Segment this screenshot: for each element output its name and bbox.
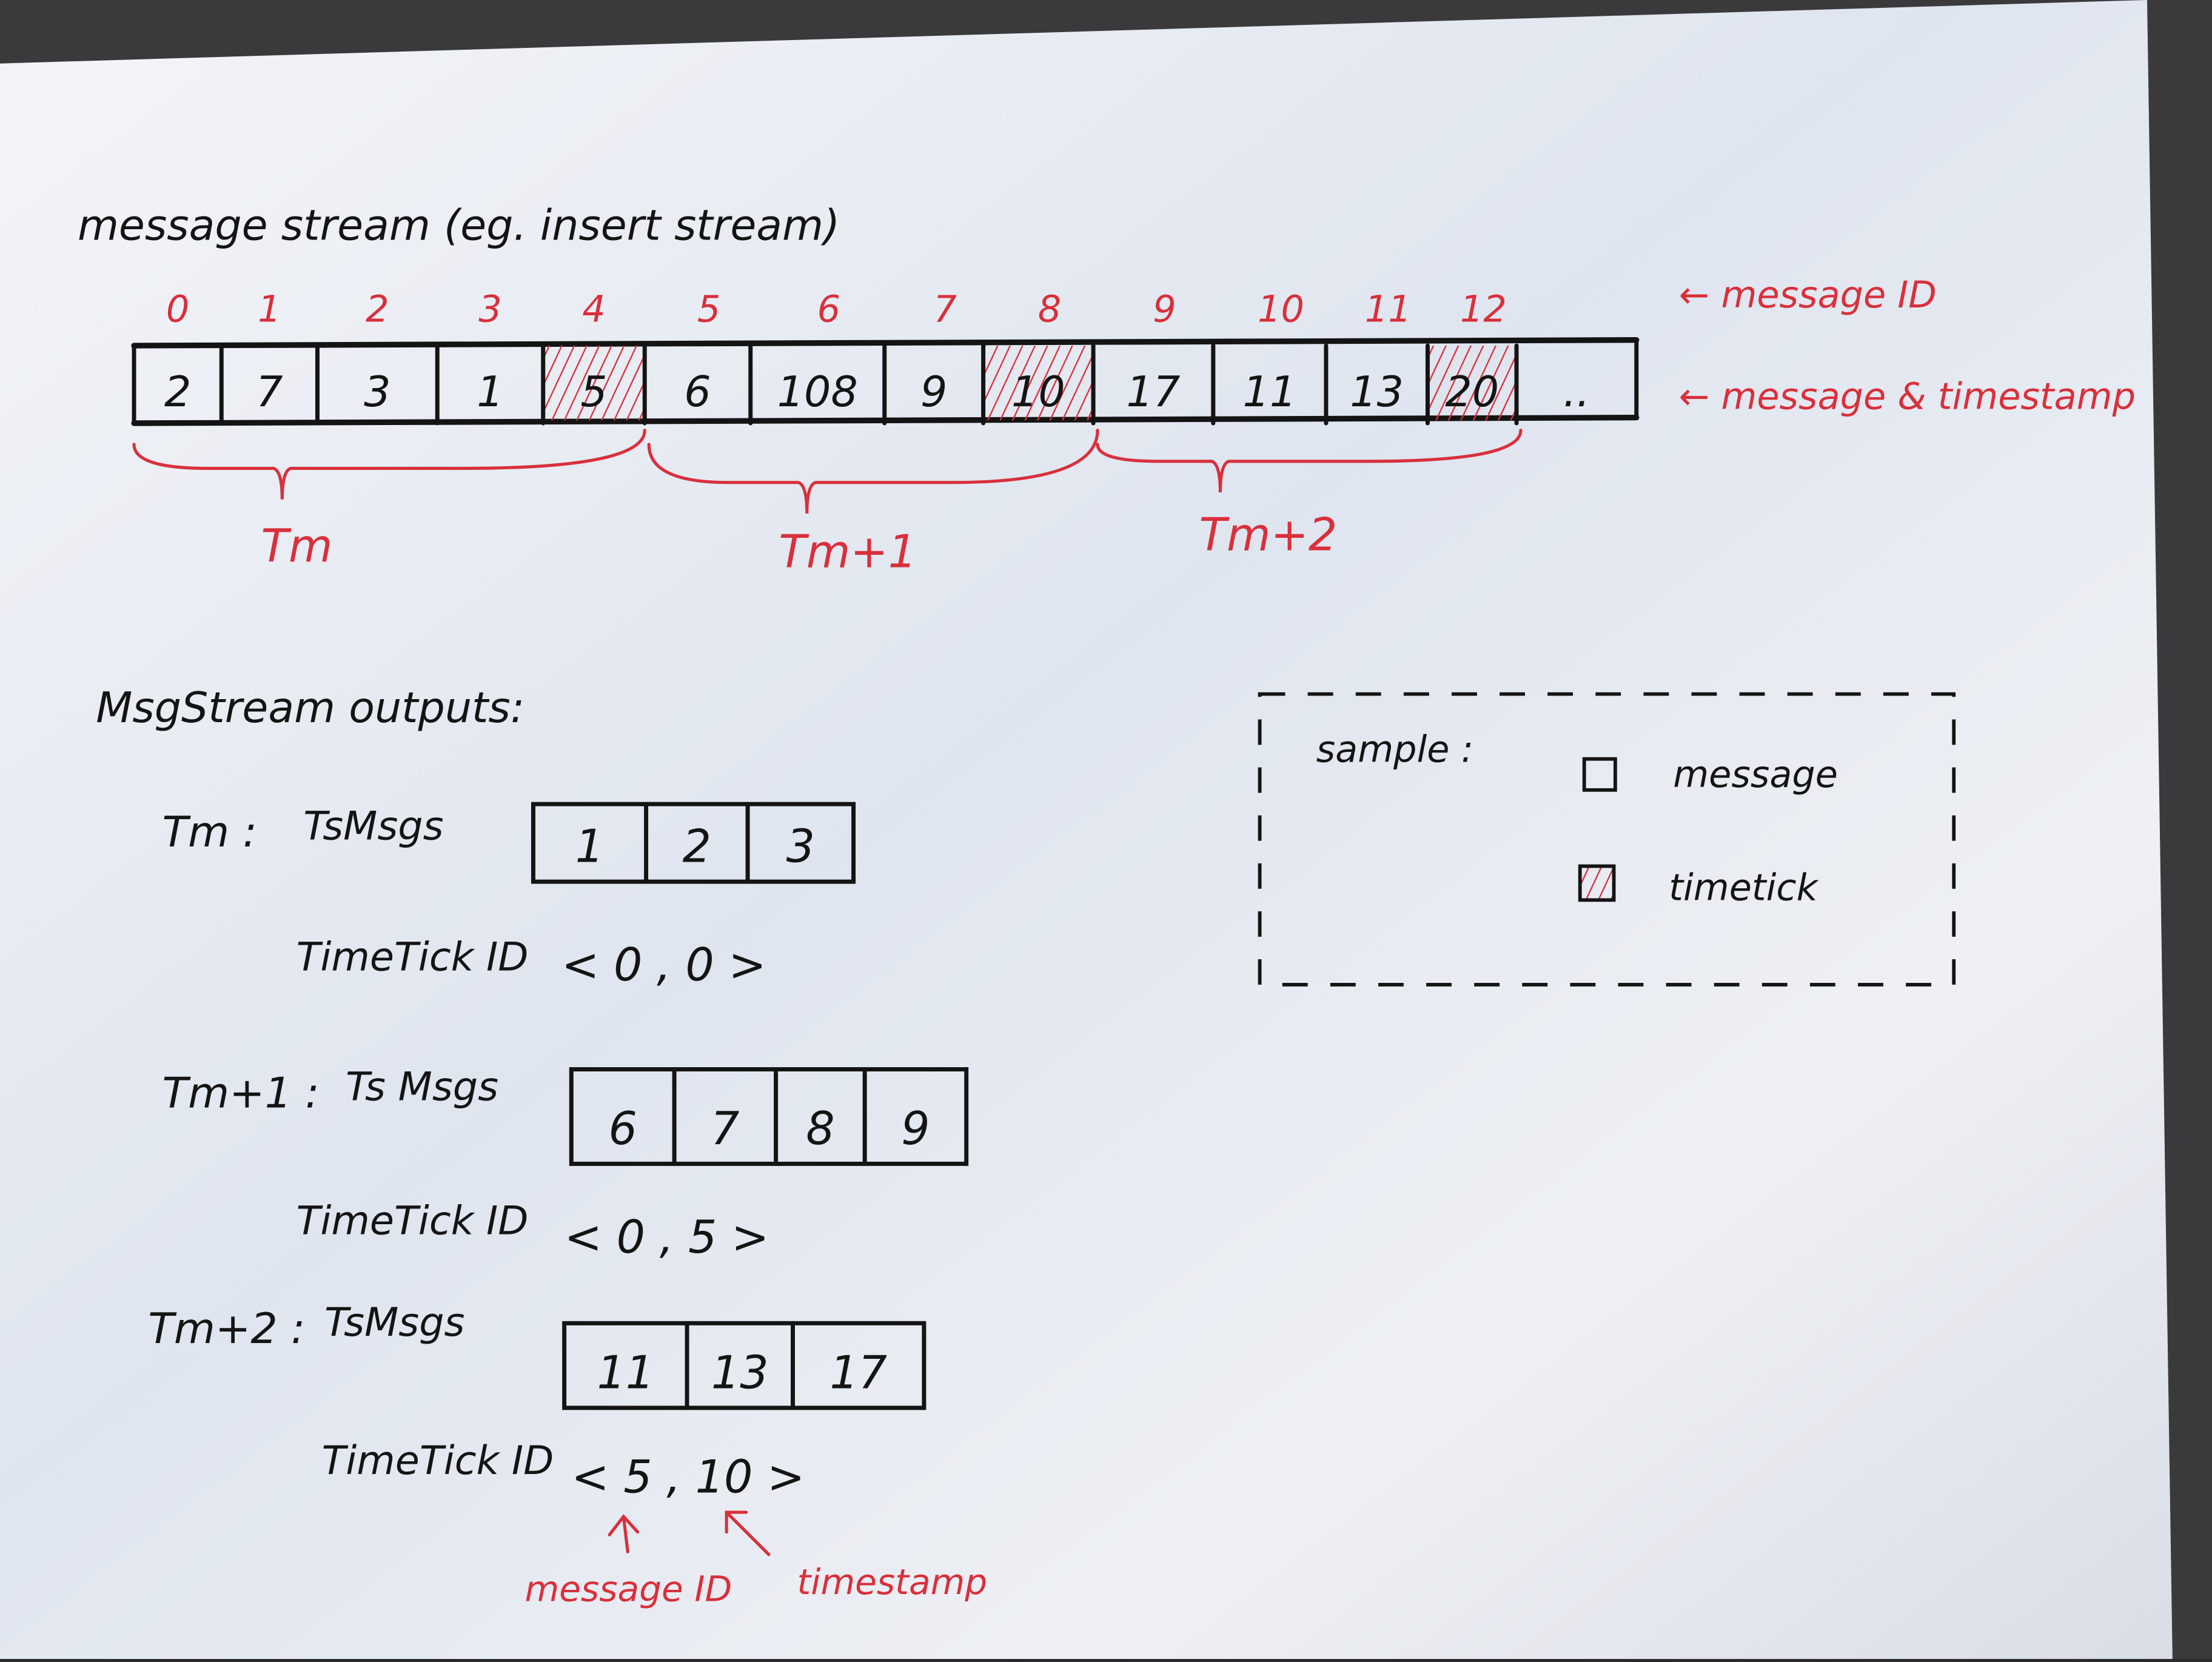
stream-message-id: 11 <box>1365 288 1412 330</box>
stream-message-id: 5 <box>697 288 720 330</box>
timetick-id-label: TimeTick ID <box>297 1199 529 1244</box>
ts-msg-value: 9 <box>901 1102 930 1155</box>
output-range-label: Tm+2 : <box>148 1304 305 1353</box>
stream-timestamp: 11 <box>1242 367 1296 417</box>
stream-top-edge <box>131 337 1640 349</box>
stream-message-id: 6 <box>817 288 840 330</box>
stream-message-id: 2 <box>366 288 389 330</box>
stream-timestamp: 3 <box>364 367 390 417</box>
timetick-id-label: TimeTick ID <box>321 1438 554 1484</box>
ts-msg-value: 7 <box>711 1102 739 1155</box>
legend-title: sample : <box>1316 728 1473 771</box>
stream-timestamp: .. <box>1563 367 1590 417</box>
output-range-label: Tm : <box>163 808 257 857</box>
timetick-id-label: TimeTick ID <box>297 935 529 980</box>
ts-msg-value: 6 <box>608 1102 637 1155</box>
stream-message-id: 3 <box>478 288 501 330</box>
ts-msg-value: 8 <box>806 1102 834 1155</box>
annotation-arrows: message ID timestamp <box>525 1510 987 1610</box>
ts-msg-value: 17 <box>830 1346 887 1399</box>
time-range-brace <box>1096 429 1523 492</box>
message-swatch <box>1582 757 1617 792</box>
stream-message-id: 8 <box>1038 288 1061 330</box>
stream-timestamp: 13 <box>1350 367 1404 417</box>
stream-timestamp: 17 <box>1127 367 1181 417</box>
ts-msg-value: 1 <box>575 820 604 873</box>
stream-timestamp: 7 <box>256 367 283 417</box>
timetick-id-value: < 0 , 5 > <box>565 1211 769 1264</box>
arrow-up-left-icon <box>725 1510 771 1556</box>
stream-message-id: 4 <box>582 288 605 330</box>
legend-message-label: message <box>1673 754 1838 796</box>
stream-message-id: 12 <box>1460 288 1507 330</box>
time-range-brace <box>647 429 1099 514</box>
ts-msg-value: 2 <box>683 820 711 873</box>
ts-msgs-box <box>562 1321 927 1410</box>
ts-msgs-label: TsMsgs <box>303 803 443 849</box>
stream-message-id: 10 <box>1258 288 1304 330</box>
ts-msgs-box <box>531 802 856 884</box>
output-group: Tm : TsMsgs 1 2 3 TimeTick ID < 0 , 0 > <box>163 802 856 991</box>
ts-msgs-label: TsMsgs <box>324 1300 464 1345</box>
stream-timestamp: 10 <box>1011 367 1065 417</box>
stream-timestamp: 5 <box>580 367 607 417</box>
legend-timetick-label: timetick <box>1669 866 1818 909</box>
time-range-label: Tm+2 <box>1199 508 1338 561</box>
ts-msgs-box <box>569 1067 969 1166</box>
message-timestamp-label: ← message & timestamp <box>1679 376 2136 418</box>
stream-timestamp: 20 <box>1445 367 1499 417</box>
output-group: Tm+2 : TsMsgs 11 13 17 TimeTick ID < 5 , 10 > <box>148 1300 927 1503</box>
timetick-id-value: < 5 , 10 > <box>571 1450 805 1503</box>
timetick-hatch <box>1427 346 1517 421</box>
stream-message-id: 0 <box>166 288 189 330</box>
ts-msg-value: 11 <box>597 1346 654 1399</box>
time-range-brace <box>132 429 646 500</box>
timetick-hatch <box>543 346 645 421</box>
timetick-hatch <box>983 346 1094 421</box>
annotation-message-id: message ID <box>525 1569 732 1610</box>
outputs-heading: MsgStream outputs: <box>96 683 525 732</box>
stream-message-id: 1 <box>258 288 281 330</box>
annotation-timestamp: timestamp <box>797 1561 987 1603</box>
stream-timestamp: 2 <box>164 367 191 417</box>
ts-msg-value: 3 <box>786 820 815 873</box>
ts-msgs-label: Ts Msgs <box>346 1065 498 1110</box>
stream-message-id: 9 <box>1153 288 1176 330</box>
stream-timestamp: 9 <box>920 367 947 417</box>
legend-border <box>1258 692 1956 987</box>
legend: sample : message timetick <box>1258 692 1956 987</box>
time-range-braces: Tm Tm+1 Tm+2 <box>132 429 1523 578</box>
stream-timestamp: 6 <box>684 367 711 417</box>
stream-timestamp: 108 <box>777 367 858 417</box>
timetick-swatch <box>1578 864 1616 902</box>
timetick-id-value: < 0 , 0 > <box>561 939 766 991</box>
output-range-label: Tm+1 : <box>163 1068 320 1117</box>
time-range-label: Tm+1 <box>779 525 917 578</box>
arrow-up-icon <box>608 1514 640 1553</box>
ts-msg-value: 13 <box>711 1346 769 1399</box>
stream-timestamp: 1 <box>477 367 503 417</box>
message-id-label: ← message ID <box>1679 274 1937 317</box>
diagram-title: message stream (eg. insert stream) <box>78 201 840 250</box>
time-range-label: Tm <box>261 520 332 572</box>
stream-message-id: 7 <box>934 288 957 330</box>
output-group: Tm+1 : Ts Msgs 6 7 8 9 TimeTick ID < 0 , 5 > <box>163 1065 969 1264</box>
